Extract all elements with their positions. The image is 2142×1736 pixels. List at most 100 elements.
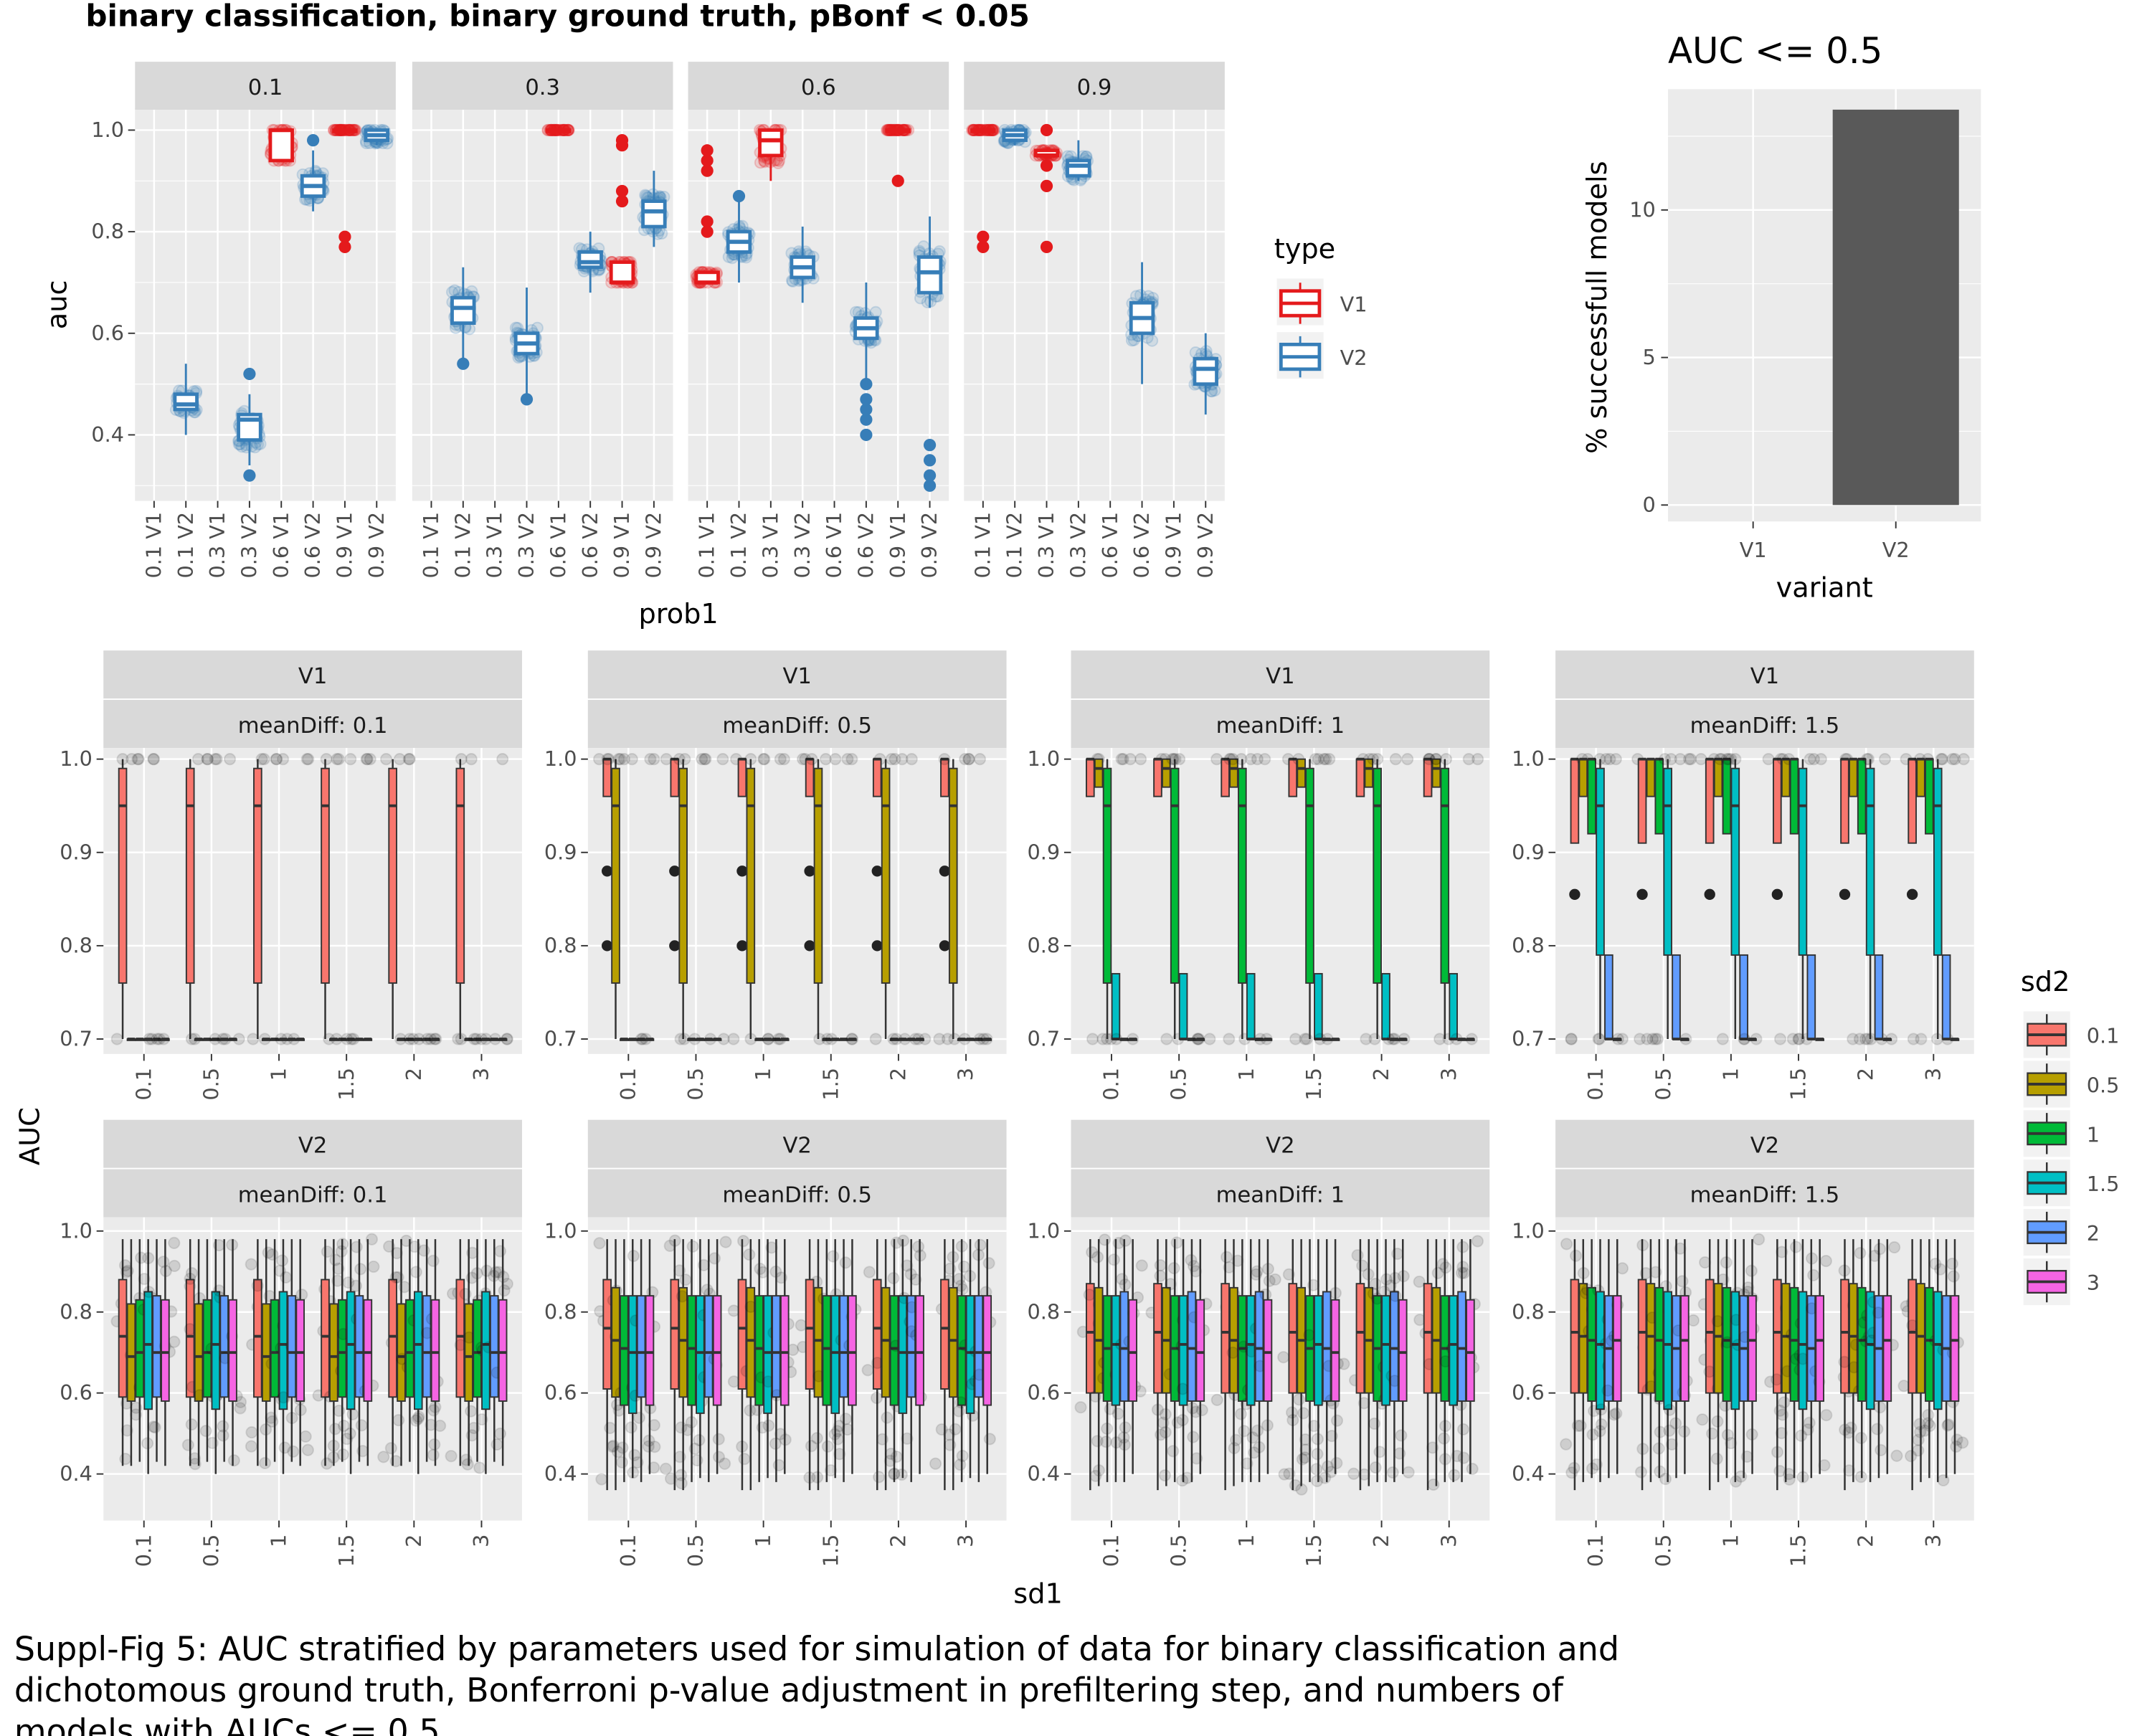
box — [413, 1291, 423, 1410]
y-tick-label: 0.4 — [91, 422, 124, 447]
box — [1153, 1283, 1162, 1394]
outlier-point — [669, 865, 681, 877]
box — [388, 767, 397, 984]
jitter-point — [234, 1402, 247, 1415]
jitter-point — [417, 1244, 430, 1257]
y-tick-label: 0.8 — [1512, 933, 1545, 957]
jitter-point — [168, 1259, 181, 1273]
jitter-point — [627, 1466, 640, 1479]
x-tick-label: 0.6 V2 — [300, 512, 325, 579]
jitter-point — [321, 1245, 333, 1258]
jitter-point — [1388, 1271, 1402, 1284]
facet-label: 0.1 — [248, 75, 283, 100]
box — [1355, 1283, 1365, 1394]
y-tick-label: 0.4 — [60, 1461, 93, 1486]
jitter-point — [1890, 1449, 1903, 1462]
jitter-point — [881, 1411, 894, 1424]
jitter-point — [651, 227, 664, 240]
jitter-point — [1456, 1241, 1469, 1253]
outlier-point — [615, 184, 629, 198]
caption-line: dichotomous ground truth, Bonferroni p-v… — [14, 1671, 1565, 1709]
y-tick-label: 0.7 — [544, 1027, 577, 1051]
jitter-point — [354, 1263, 367, 1276]
box — [1570, 758, 1580, 844]
box — [611, 767, 620, 984]
x-tick-label: 1 — [1234, 1535, 1259, 1547]
jitter-point — [1244, 753, 1257, 766]
jitter-point — [278, 1441, 291, 1454]
facet-label-meandiff: meanDiff: 0.5 — [722, 713, 872, 739]
y-axis-title: % successfull models — [1581, 161, 1613, 453]
jitter-point — [1634, 1466, 1648, 1479]
jitter-point — [355, 1419, 368, 1432]
box — [118, 767, 128, 984]
jitter-point — [1176, 1413, 1189, 1427]
jitter-point — [795, 1319, 807, 1332]
x-tick-label: 0.6 V2 — [578, 512, 602, 579]
box — [1849, 758, 1858, 797]
box — [1373, 767, 1382, 984]
jitter-point — [1427, 1478, 1440, 1491]
y-tick-label: 1.0 — [1028, 746, 1061, 771]
jitter-point — [1906, 1319, 1919, 1332]
jitter-point — [1134, 753, 1147, 766]
box — [337, 1299, 347, 1398]
facet-label-variant: V2 — [782, 1134, 811, 1159]
box — [1381, 972, 1390, 1040]
legend-label: 1.5 — [2087, 1172, 2120, 1196]
legend-label: 3 — [2087, 1271, 2100, 1295]
facet-strip — [412, 62, 673, 110]
jitter-point — [1310, 1463, 1323, 1476]
jitter-point — [601, 753, 614, 766]
x-tick-label: 2 — [1854, 1068, 1878, 1081]
jitter-point — [974, 1238, 987, 1251]
y-tick-label: 1.0 — [1512, 1218, 1545, 1243]
jitter-point — [1311, 1448, 1324, 1461]
box — [422, 1295, 432, 1398]
x-tick-label: 2 — [886, 1535, 910, 1547]
jitter-point — [1807, 753, 1821, 766]
box — [329, 1303, 338, 1402]
jitter-point — [754, 156, 767, 169]
jitter-point — [1246, 1431, 1259, 1444]
box — [1314, 1295, 1323, 1406]
jitter-point — [628, 1448, 641, 1461]
x-tick-label: 1.5 — [1302, 1068, 1326, 1101]
outlier-point — [860, 428, 873, 442]
box — [143, 1291, 153, 1410]
jitter-point — [1560, 1238, 1573, 1251]
box — [1798, 1291, 1808, 1410]
y-tick-label: 1.0 — [60, 1218, 93, 1243]
box — [1705, 758, 1715, 844]
jitter-point — [1210, 753, 1223, 766]
outlier-point — [243, 469, 256, 482]
outlier-point — [939, 865, 951, 877]
box — [219, 1295, 229, 1398]
jitter-point — [890, 1450, 903, 1464]
box — [1466, 1299, 1475, 1402]
jitter-point — [983, 1433, 996, 1446]
x-tick-label: 0.5 — [199, 1535, 223, 1567]
jitter-point — [1253, 1441, 1266, 1453]
box — [881, 767, 891, 984]
jitter-point — [1277, 1351, 1290, 1364]
outlier-point — [1040, 159, 1053, 172]
jitter-point — [954, 1396, 967, 1409]
facet-label-variant: V1 — [1266, 664, 1294, 689]
jitter-point — [1934, 1263, 1947, 1276]
box — [712, 1295, 722, 1406]
box — [185, 767, 195, 984]
jitter-point — [719, 1235, 732, 1248]
jitter-point — [1471, 1235, 1484, 1248]
x-tick-label: 0.3 V1 — [1034, 512, 1058, 579]
y-tick-label: 0.4 — [1028, 1461, 1061, 1486]
x-tick-label: 1 — [1234, 1068, 1259, 1081]
jitter-point — [245, 440, 258, 453]
jitter-point — [829, 753, 842, 766]
jitter-point — [384, 1441, 397, 1455]
jitter-point — [1319, 1471, 1332, 1484]
jitter-point — [448, 284, 461, 297]
box — [321, 767, 330, 984]
jitter-point — [1456, 1261, 1469, 1273]
jitter-point — [1703, 1365, 1716, 1378]
